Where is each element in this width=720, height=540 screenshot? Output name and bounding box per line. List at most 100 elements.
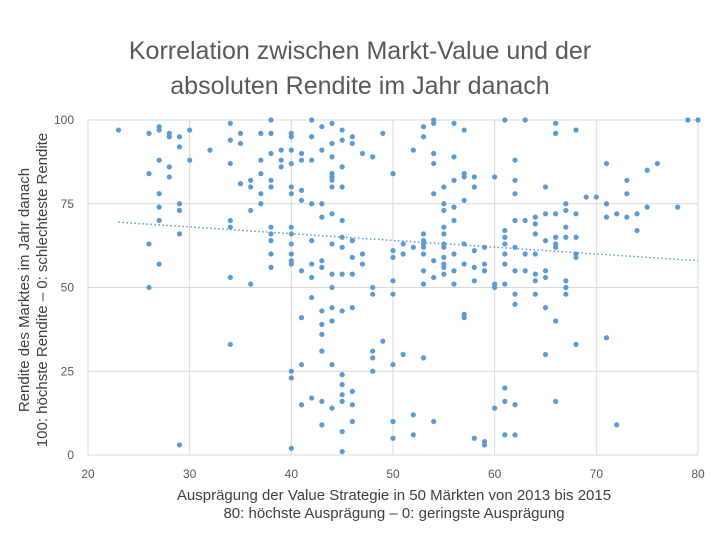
data-point: [339, 164, 345, 170]
data-point: [309, 117, 315, 123]
data-point: [298, 197, 305, 203]
data-point: [614, 422, 620, 428]
data-point: [298, 402, 305, 408]
data-point: [187, 157, 193, 163]
data-point: [207, 147, 213, 153]
data-point: [156, 204, 162, 210]
data-point: [176, 207, 183, 214]
data-point: [227, 120, 233, 126]
data-point: [431, 274, 437, 281]
data-point: [380, 338, 386, 344]
data-point: [227, 137, 233, 143]
data-point: [319, 331, 325, 337]
data-point: [542, 351, 549, 358]
data-point: [176, 201, 183, 207]
data-point: [481, 442, 488, 448]
data-point: [471, 248, 477, 254]
data-point: [146, 241, 152, 247]
data-point: [329, 211, 335, 217]
data-point: [685, 117, 691, 123]
data-point: [522, 117, 528, 123]
x-tick-label: 30: [183, 467, 197, 481]
data-point: [156, 127, 162, 133]
data-point: [156, 157, 162, 163]
data-point: [339, 428, 345, 435]
data-point: [349, 254, 355, 260]
data-point: [512, 402, 518, 408]
data-point: [248, 207, 254, 214]
data-point: [370, 355, 376, 361]
data-point: [176, 144, 183, 150]
data-point: [431, 191, 437, 197]
tick-labels: 20 30 40 50 60 70 80 0 25 50 75 100: [54, 113, 705, 481]
data-point: [563, 234, 569, 240]
data-point: [461, 315, 467, 321]
data-point: [349, 140, 355, 147]
data-point: [502, 385, 508, 391]
data-point: [288, 184, 294, 190]
data-point: [461, 127, 467, 133]
data-point: [451, 154, 457, 160]
data-point: [603, 201, 610, 207]
data-point: [431, 160, 437, 167]
data-point: [512, 217, 518, 224]
data-point: [309, 274, 315, 281]
data-point: [461, 261, 467, 267]
data-point: [512, 301, 518, 307]
x-axis-label: Ausprägung der Value Strategie in 50 Mär…: [88, 487, 700, 523]
data-point: [471, 435, 477, 441]
data-point: [298, 315, 305, 321]
data-point: [298, 268, 305, 274]
data-point: [349, 134, 355, 140]
data-point: [288, 368, 294, 374]
data-point: [441, 224, 447, 230]
data-point: [431, 120, 437, 126]
data-point: [268, 231, 274, 237]
data-point: [176, 231, 183, 237]
y-axis-label-line-1: Rendite des Marktes im Jahr danach: [16, 167, 33, 413]
data-point: [420, 244, 427, 250]
data-point: [553, 234, 559, 240]
data-points: [115, 117, 701, 455]
data-point: [390, 254, 396, 260]
data-point: [339, 127, 345, 133]
data-point: [319, 201, 325, 207]
y-tick-label: 75: [61, 197, 75, 211]
data-point: [349, 402, 355, 408]
data-point: [268, 251, 274, 257]
data-point: [156, 261, 162, 267]
data-point: [563, 224, 569, 230]
data-point: [258, 201, 264, 207]
data-point: [146, 130, 152, 136]
data-point: [563, 284, 569, 291]
data-point: [451, 268, 457, 274]
data-point: [349, 388, 355, 394]
data-point: [298, 150, 305, 157]
data-point: [512, 177, 518, 183]
data-point: [298, 187, 305, 193]
data-point: [573, 341, 579, 348]
data-point: [166, 174, 172, 180]
data-point: [542, 238, 549, 244]
data-point: [390, 171, 396, 177]
data-point: [288, 160, 294, 167]
data-point: [339, 217, 345, 224]
data-point: [502, 227, 508, 234]
data-point: [339, 184, 345, 190]
data-point: [248, 177, 254, 183]
data-point: [614, 211, 620, 217]
data-point: [268, 117, 274, 123]
data-point: [349, 271, 355, 277]
data-point: [451, 251, 457, 257]
data-point: [288, 375, 294, 381]
data-point: [370, 154, 376, 160]
data-point: [603, 160, 610, 167]
data-point: [288, 191, 294, 197]
data-point: [166, 164, 172, 170]
data-point: [309, 134, 315, 140]
data-point: [390, 435, 396, 441]
data-point: [329, 184, 335, 190]
data-point: [390, 361, 396, 368]
data-point: [441, 201, 447, 207]
